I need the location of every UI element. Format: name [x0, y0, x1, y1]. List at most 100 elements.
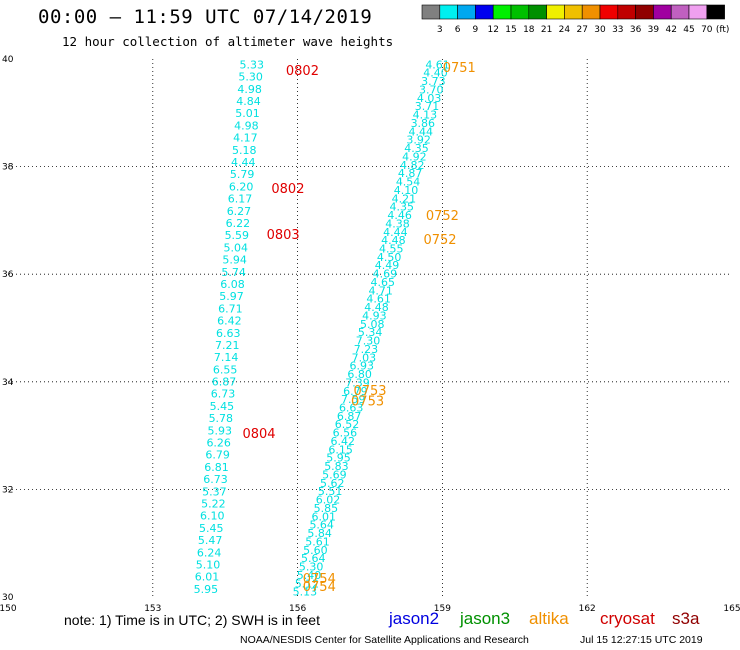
legend-tick-label: 12: [487, 25, 498, 35]
legend-swatch: [688, 4, 708, 20]
wave-height-value: 6.93: [349, 360, 374, 373]
legend-tick-label: 33: [612, 25, 623, 35]
legend-tick-label: 45: [683, 25, 694, 35]
wave-height-value: 4.40: [423, 67, 448, 80]
wave-height-value: 3.73: [421, 75, 446, 88]
wave-height-value: 7.39: [345, 376, 370, 389]
wave-height-value: 4.71: [368, 284, 393, 297]
wave-height-value: 5.85: [314, 502, 339, 515]
legend-swatch: [546, 4, 565, 20]
page-subtitle: 12 hour collection of altimeter wave hei…: [62, 34, 394, 49]
wave-height-value: 4.44: [383, 226, 408, 239]
wave-height-value: 4.35: [390, 201, 415, 214]
wave-height-value: 5.13: [293, 586, 318, 599]
wave-height-value: 5.79: [230, 168, 255, 181]
wave-height-value: 4.10: [394, 184, 419, 197]
wave-height-value: 5.64: [309, 519, 334, 532]
wave-height-value: 6.52: [335, 418, 360, 431]
wave-height-value: 5.62: [320, 477, 345, 490]
wave-height-value: 5.10: [196, 559, 221, 572]
y-tick-label: 34: [2, 378, 14, 388]
legend-tick-label: 36: [630, 25, 642, 35]
wave-height-value: 5.30: [238, 71, 263, 84]
wave-height-value: 6.79: [343, 385, 368, 398]
legend-swatch: [706, 4, 725, 20]
wave-height-value: 5.04: [224, 241, 249, 254]
legend-swatch: [635, 4, 654, 20]
wave-height-value: 6.42: [217, 315, 242, 328]
wave-height-value: 5.34: [358, 326, 383, 339]
y-tick-label: 36: [2, 270, 14, 280]
wave-height-value: 5.59: [225, 229, 250, 242]
wave-height-value: 5.93: [208, 424, 233, 437]
footer-credit: NOAA/NESDIS Center for Satellite Applica…: [240, 634, 529, 646]
wave-height-value: 6.42: [331, 435, 356, 448]
wave-height-value: 5.01: [235, 107, 260, 120]
wave-height-value: 4.48: [364, 301, 389, 314]
wave-height-value: 4.35: [404, 142, 429, 155]
legend-tick-label: 70: [701, 25, 713, 35]
wave-height-value: 6.56: [333, 427, 358, 440]
footer-note: note: 1) Time is in UTC; 2) SWH is in fe…: [64, 612, 320, 628]
wave-height-value: 7.21: [215, 339, 240, 352]
wave-height-value: 6.71: [218, 302, 243, 315]
y-tick-label: 30: [2, 593, 14, 603]
legend-tick-label: 18: [523, 25, 535, 35]
wave-height-value: 5.37: [202, 485, 227, 498]
page-title: 00:00 – 11:59 UTC 07/14/2019: [38, 6, 373, 28]
wave-height-value: 4.13: [413, 109, 438, 122]
legend-tick-label: 9: [473, 25, 479, 35]
wave-height-value: 5.40: [297, 569, 322, 582]
x-tick-label: 159: [434, 604, 451, 614]
legend-tick-label: 3: [437, 25, 443, 35]
wave-height-value: 4.48: [381, 234, 406, 247]
pass-time-label: 0751: [443, 61, 476, 76]
wave-height-value: 4.54: [396, 176, 421, 189]
wave-height-value: 4.69: [373, 268, 398, 281]
pass-time-label: 0754: [303, 580, 336, 595]
wave-height-value: 5.45: [210, 400, 235, 413]
wave-height-value: 5.69: [322, 468, 347, 481]
wave-height-value: 4.46: [387, 209, 412, 222]
legend-swatch: [421, 4, 441, 20]
wave-height-value: 7.03: [352, 351, 377, 364]
wave-height-value: 4.65: [371, 276, 396, 289]
legend-tick-label: 24: [559, 25, 571, 35]
pass-time-label: 0802: [286, 64, 319, 79]
wave-height-value: 6.01: [312, 510, 337, 523]
wave-height-value: 6.80: [347, 368, 372, 381]
footer-timestamp: Jul 15 12:27:15 UTC 2019: [580, 634, 703, 646]
satellite-label-jason3: jason3: [460, 609, 511, 628]
wave-height-value: 7.23: [354, 343, 379, 356]
legend-swatch: [475, 4, 494, 20]
wave-height-value: 6.10: [200, 510, 225, 523]
wave-height-value: 4.50: [377, 251, 402, 264]
wave-height-value: 6.87: [212, 376, 237, 389]
wave-height-value: 6.02: [316, 494, 341, 507]
pass-time-label: 0753: [351, 395, 384, 410]
wave-height-value: 5.08: [360, 318, 385, 331]
legend-swatch: [528, 4, 547, 20]
wave-height-value: 7.59: [341, 393, 366, 406]
wave-height-value: 7.14: [214, 351, 239, 364]
wave-height-value: 5.47: [198, 534, 223, 547]
x-tick-label: 162: [579, 604, 596, 614]
wave-height-value: 6.24: [197, 546, 222, 559]
wave-height-value: 4.49: [375, 259, 400, 272]
legend-swatch: [510, 4, 530, 20]
wave-height-value: 3.92: [406, 134, 431, 147]
wave-height-value: 4.55: [379, 242, 404, 255]
pass-time-label: 0753: [353, 384, 386, 399]
wave-height-value: 7.30: [356, 335, 381, 348]
wave-height-value: 5.95: [194, 583, 219, 596]
wave-height-value: 6.01: [195, 571, 220, 584]
wave-height-value: 4.44: [408, 125, 433, 138]
wave-height-value: 5.83: [324, 460, 349, 473]
wave-height-value: 5.84: [307, 527, 332, 540]
wave-height-value: 6.08: [220, 278, 245, 291]
wave-height-value: 5.51: [318, 485, 343, 498]
pass-time-label: 0804: [242, 427, 275, 442]
wave-height-value: 6.73: [203, 473, 228, 486]
